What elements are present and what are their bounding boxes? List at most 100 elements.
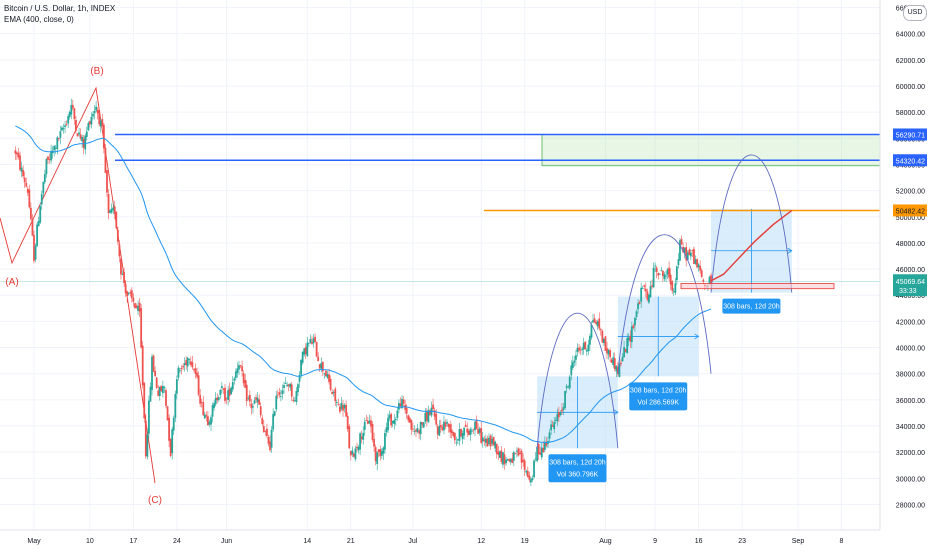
x-tick-label: Jun	[221, 538, 232, 545]
candle-body	[573, 360, 576, 363]
candle-body	[548, 432, 551, 439]
x-tick-label: 8	[840, 538, 844, 545]
candle-body	[314, 336, 316, 343]
candle-body	[477, 429, 480, 434]
candle-body	[144, 420, 147, 457]
candle-body	[646, 291, 649, 300]
candle-body	[419, 421, 422, 435]
candle-body	[498, 451, 501, 458]
candle-body	[301, 351, 304, 363]
candle-body	[486, 438, 489, 447]
candle-body	[638, 302, 641, 304]
candle-body	[624, 349, 627, 352]
candle-body	[68, 111, 71, 118]
x-tick-label: 12	[477, 538, 485, 545]
candle-body	[396, 410, 399, 418]
candle-body	[113, 206, 116, 214]
candle-body	[286, 384, 289, 387]
candle-body	[317, 356, 320, 362]
candle-body	[469, 429, 472, 435]
candle-body	[463, 427, 466, 436]
candle-body	[208, 421, 211, 425]
candle-body	[391, 420, 394, 424]
candle-body	[152, 355, 155, 372]
candle-body	[346, 415, 349, 429]
candle-body	[679, 240, 681, 261]
candle-body	[188, 359, 191, 360]
candle-body	[311, 341, 313, 344]
candle-body	[140, 308, 143, 348]
candle-body	[514, 453, 517, 455]
candle-body	[697, 264, 700, 268]
currency-badge[interactable]: USD	[903, 5, 927, 21]
y-tick-label: 50000.00	[896, 215, 925, 222]
candle-body	[373, 439, 375, 447]
candle-body	[220, 386, 223, 389]
candle-body	[411, 428, 414, 430]
candle-body	[534, 458, 537, 460]
candle-body	[26, 188, 29, 193]
measure-box-1	[537, 376, 619, 449]
measure-label-text: 308 bars, 12d 20h	[630, 387, 687, 394]
candle-body	[124, 284, 127, 294]
candle-body	[115, 212, 118, 229]
candle-body	[665, 275, 667, 277]
candle-body	[542, 448, 545, 452]
x-tick-label: 17	[129, 538, 137, 545]
candle-body	[116, 229, 119, 242]
candle-body	[672, 291, 675, 293]
symbol-title[interactable]: Bitcoin / U.S. Dollar, 1h, INDEX	[4, 4, 116, 13]
wave-line	[0, 86, 156, 484]
candle-body	[464, 424, 467, 428]
candle-body	[387, 417, 389, 431]
x-tick-label: 10	[86, 538, 94, 545]
candle-body	[405, 407, 408, 414]
candle-body	[22, 170, 25, 177]
candle-body	[458, 429, 461, 441]
candle-body	[297, 384, 299, 393]
candle-body	[393, 420, 396, 425]
candle-body	[312, 338, 315, 344]
candle-body	[84, 135, 87, 150]
ema-line	[15, 125, 712, 444]
candle-body	[570, 365, 573, 376]
candle-body	[489, 435, 492, 447]
candle-body	[452, 431, 455, 436]
ema-indicator-label[interactable]: EMA (400, close, 0)	[4, 15, 74, 24]
projection-arc-2	[617, 234, 712, 374]
x-tick-label: 24	[173, 538, 181, 545]
level-badge-bg	[893, 128, 927, 141]
candle-body	[200, 401, 203, 403]
candle-body	[118, 244, 121, 257]
candle-body	[230, 387, 233, 394]
candle-body	[390, 413, 393, 426]
candle-body	[374, 447, 377, 462]
candle-body	[79, 134, 82, 139]
candle-body	[31, 218, 34, 236]
candle-body	[266, 428, 268, 436]
candle-body	[59, 131, 62, 138]
candle-body	[438, 425, 441, 436]
candle-body	[33, 234, 35, 261]
candle-body	[234, 371, 237, 378]
candle-body	[648, 294, 650, 303]
candle-body	[345, 405, 348, 417]
candle-body	[590, 324, 593, 338]
y-tick-label: 62000.00	[896, 58, 925, 65]
candle-body	[433, 410, 436, 417]
candle-body	[483, 439, 486, 442]
candle-body	[530, 479, 532, 483]
candle-body	[39, 206, 42, 223]
candle-body	[307, 342, 310, 344]
wave-label: (A)	[5, 277, 18, 288]
candle-body	[321, 361, 324, 372]
candle-body	[248, 395, 251, 402]
candle-body	[641, 288, 644, 289]
candle-body	[626, 338, 629, 354]
candle-body	[343, 404, 346, 409]
y-tick-label: 36000.00	[896, 398, 925, 405]
candle-body	[455, 442, 458, 444]
candle-body	[149, 386, 152, 402]
